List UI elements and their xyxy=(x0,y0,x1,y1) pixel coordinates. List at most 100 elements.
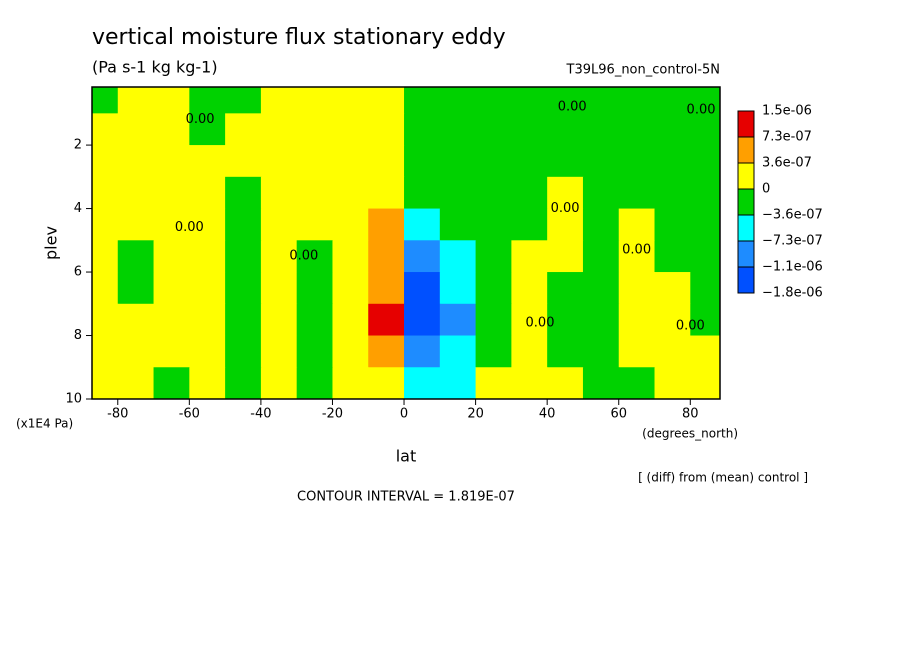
field-cell xyxy=(618,272,656,305)
field-cell xyxy=(582,145,620,178)
field-cell xyxy=(582,272,620,305)
field-cell xyxy=(475,303,512,337)
field-cell xyxy=(332,145,369,178)
field-cell xyxy=(153,303,190,337)
field-cell xyxy=(404,208,441,241)
field-cell xyxy=(404,367,441,400)
field-cell xyxy=(654,272,691,305)
x-tick-label: -60 xyxy=(179,407,200,422)
field-cell xyxy=(153,87,190,114)
field-cell xyxy=(189,176,226,210)
contour-interval: CONTOUR INTERVAL = 1.819E-07 xyxy=(297,490,515,505)
field-cell xyxy=(225,176,262,210)
colorbar-box xyxy=(737,188,755,216)
field-cell xyxy=(654,208,691,241)
contour-label: 0.00 xyxy=(558,99,587,114)
field-cell xyxy=(296,335,333,368)
x-axis-unit: (degrees_north) xyxy=(642,427,738,441)
field-cell xyxy=(368,208,405,241)
field-cell xyxy=(618,240,656,273)
colorbar-label: 1.5e-06 xyxy=(762,104,812,119)
field-cell xyxy=(296,240,333,273)
field-cell xyxy=(404,240,441,273)
y-axis-unit: (x1E4 Pa) xyxy=(16,417,73,431)
field-cell xyxy=(439,176,477,210)
colorbar-label: 0 xyxy=(762,182,770,197)
field-cell xyxy=(475,240,512,273)
field-cell xyxy=(439,303,477,337)
field-cell xyxy=(189,145,226,178)
field-cell xyxy=(654,240,691,273)
field-cell xyxy=(475,335,512,368)
contour-label: 0.00 xyxy=(175,220,204,235)
field-cell xyxy=(189,303,226,337)
field-cell xyxy=(153,367,190,400)
field-cell xyxy=(439,87,477,114)
x-tick-label: 0 xyxy=(400,407,408,422)
field-cell xyxy=(690,272,721,305)
field-cell xyxy=(404,113,441,146)
field-cell xyxy=(582,208,620,241)
field-cell xyxy=(368,176,405,210)
field-cell xyxy=(404,176,441,210)
contour-label: 0.00 xyxy=(676,318,705,333)
field-cell xyxy=(117,272,155,305)
y-tick-label: 10 xyxy=(65,392,82,407)
field-cell xyxy=(690,240,721,273)
field-cell xyxy=(654,303,691,337)
field-cell xyxy=(332,208,369,241)
field-cell xyxy=(296,208,333,241)
field-cell xyxy=(92,335,119,368)
field-cell xyxy=(92,367,119,400)
field-cell xyxy=(332,272,369,305)
contour-label: 0.00 xyxy=(687,103,716,118)
field-cell xyxy=(511,113,548,146)
colorbar-box xyxy=(737,266,755,294)
field-cell xyxy=(475,87,512,114)
field-cell xyxy=(92,272,119,305)
x-tick-label: 80 xyxy=(682,407,699,422)
field-cell xyxy=(475,176,512,210)
field-cell xyxy=(547,208,584,241)
field-cell xyxy=(260,303,298,337)
field-cell xyxy=(153,240,190,273)
field-cell xyxy=(404,303,441,337)
field-cell xyxy=(225,87,262,114)
x-tick-label: -40 xyxy=(250,407,271,422)
field-cell xyxy=(296,367,333,400)
x-tick-label: -80 xyxy=(107,407,128,422)
field-cell xyxy=(654,176,691,210)
field-cell xyxy=(260,335,298,368)
y-tick-label: 6 xyxy=(74,265,82,280)
field-cell xyxy=(690,113,721,146)
field-cell xyxy=(296,272,333,305)
field-cell xyxy=(404,335,441,368)
contour-label: 0.00 xyxy=(289,249,318,264)
field-cell xyxy=(511,272,548,305)
field-cell xyxy=(439,208,477,241)
colorbar-label: −1.8e-06 xyxy=(762,286,823,301)
field-cell xyxy=(511,208,548,241)
field-cell xyxy=(332,303,369,337)
field-cell xyxy=(92,176,119,210)
field-cell xyxy=(618,303,656,337)
field-cell xyxy=(189,208,226,241)
overlay: 0.00 0.00 0.00 0.00 0.00 0.00 0.00 0.00 0.00 -80 -… xyxy=(65,86,721,422)
x-tick-label: 60 xyxy=(610,407,627,422)
field-cell xyxy=(404,272,441,305)
field-cell xyxy=(117,335,155,368)
y-axis-label: plev xyxy=(42,226,61,260)
field-cell xyxy=(189,113,226,146)
field-cell xyxy=(618,367,656,400)
field-cell xyxy=(547,240,584,273)
field-cell xyxy=(618,335,656,368)
field-cell xyxy=(332,335,369,368)
field-cell xyxy=(511,367,548,400)
field-cell xyxy=(475,367,512,400)
field-cell xyxy=(690,335,721,368)
field-cell xyxy=(511,87,548,114)
field-cell xyxy=(189,272,226,305)
colorbar-box xyxy=(737,240,755,268)
field-cell xyxy=(547,303,584,337)
field-cell xyxy=(368,367,405,400)
